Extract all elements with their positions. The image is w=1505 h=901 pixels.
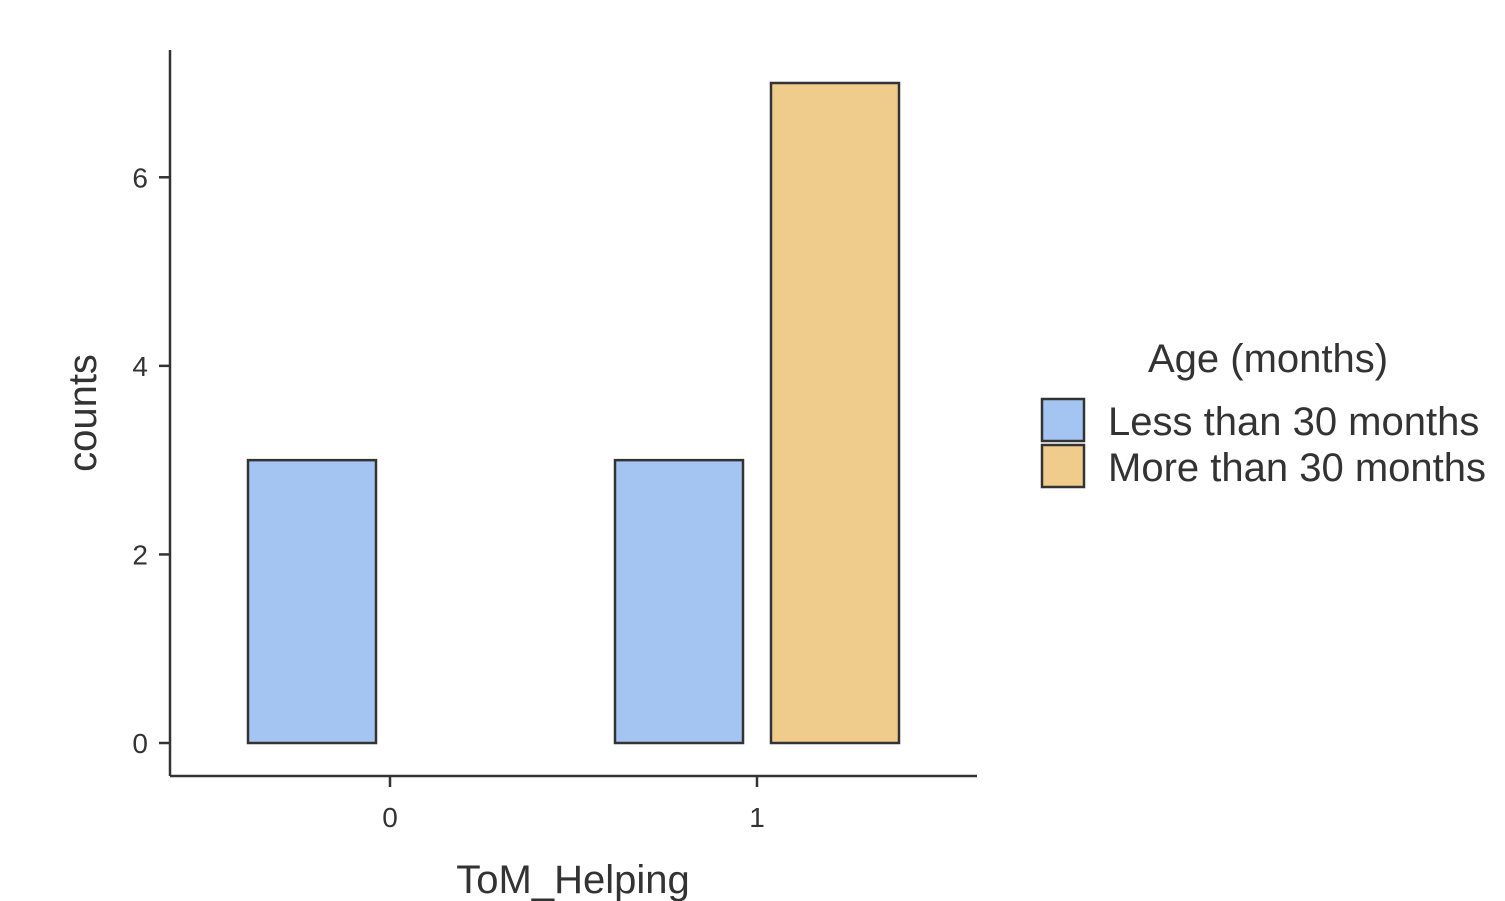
y-tick-label: 2: [132, 539, 148, 570]
bar-0-series-1: [246, 458, 378, 745]
x-tick-label: 0: [382, 802, 398, 833]
legend-title: Age (months): [1148, 337, 1388, 381]
bar-1-series-1: [613, 458, 745, 745]
y-tick-label: 4: [132, 351, 148, 382]
legend-swatch: [1040, 397, 1086, 443]
legend-label: More than 30 months: [1108, 446, 1486, 490]
legend-swatch: [1040, 443, 1086, 489]
x-axis-title: ToM_Helping: [456, 858, 689, 901]
legend-label: Less than 30 months: [1108, 400, 1479, 444]
bar-1-series-2: [769, 81, 901, 745]
y-axis-ticks: 0 2 4 6: [132, 162, 170, 759]
y-tick-label: 0: [132, 728, 148, 759]
y-tick-label: 6: [132, 162, 148, 193]
bars-layer: [246, 81, 901, 745]
y-axis-title: counts: [61, 354, 105, 472]
x-tick-label: 1: [749, 802, 765, 833]
